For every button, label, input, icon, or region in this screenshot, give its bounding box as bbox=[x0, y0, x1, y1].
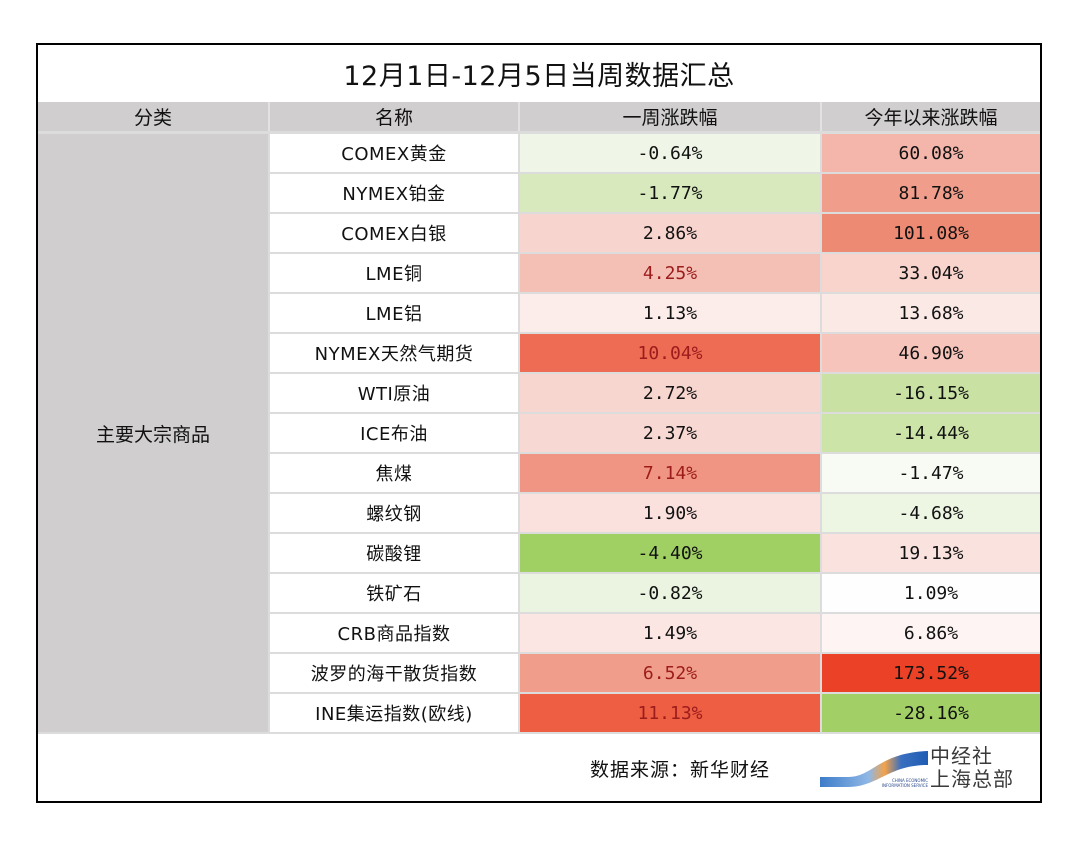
data-table: 分类 名称 一周涨跌幅 今年以来涨跌幅 主要大宗商品 COMEX黄金 -0.64% 6… bbox=[38, 102, 1040, 734]
logo-line1: 中经社 bbox=[930, 744, 993, 768]
header-name: 名称 bbox=[269, 102, 520, 133]
ytd-change-cell: 19.13% bbox=[821, 533, 1040, 574]
week-change-cell: 4.25% bbox=[519, 253, 822, 294]
page-title: 12月1日-12月5日当周数据汇总 bbox=[343, 61, 735, 92]
name-cell: 螺纹钢 bbox=[269, 493, 520, 534]
ytd-change-cell: 6.86% bbox=[821, 613, 1040, 654]
table-row: COMEX白银 2.86% 101.08% bbox=[38, 213, 1040, 254]
name-cell: CRB商品指数 bbox=[269, 613, 520, 654]
week-change-cell: 2.37% bbox=[519, 413, 822, 454]
header-row: 分类 名称 一周涨跌幅 今年以来涨跌幅 bbox=[38, 102, 1040, 133]
table-row: 焦煤 7.14% -1.47% bbox=[38, 453, 1040, 494]
ytd-change-cell: 81.78% bbox=[821, 173, 1040, 214]
name-cell: 铁矿石 bbox=[269, 573, 520, 614]
category-cell: 主要大宗商品 bbox=[38, 131, 270, 734]
logo-small-line2: INFORMATION SERVICE bbox=[881, 783, 928, 788]
ytd-change-cell: -1.47% bbox=[821, 453, 1040, 494]
week-change-cell: 11.13% bbox=[519, 693, 822, 734]
name-cell: INE集运指数(欧线) bbox=[269, 693, 520, 734]
ytd-change-cell: 101.08% bbox=[821, 213, 1040, 254]
ytd-change-cell: -4.68% bbox=[821, 493, 1040, 534]
table-row: 铁矿石 -0.82% 1.09% bbox=[38, 573, 1040, 614]
ceis-logo: CHINA ECONOMIC INFORMATION SERVICE 中经社 上… bbox=[818, 745, 1036, 795]
ytd-change-cell: 60.08% bbox=[821, 131, 1040, 174]
week-change-cell: 6.52% bbox=[519, 653, 822, 694]
ytd-change-cell: -28.16% bbox=[821, 693, 1040, 734]
table-row: ICE布油 2.37% -14.44% bbox=[38, 413, 1040, 454]
header-category: 分类 bbox=[38, 102, 270, 133]
week-change-cell: 1.13% bbox=[519, 293, 822, 334]
name-cell: 波罗的海干散货指数 bbox=[269, 653, 520, 694]
week-change-cell: 10.04% bbox=[519, 333, 822, 374]
table-row: 主要大宗商品 COMEX黄金 -0.64% 60.08% bbox=[38, 131, 1040, 734]
name-cell: ICE布油 bbox=[269, 413, 520, 454]
week-change-cell: 2.86% bbox=[519, 213, 822, 254]
week-change-cell: -1.77% bbox=[519, 173, 822, 214]
data-source: 数据来源：新华财经 bbox=[590, 759, 771, 781]
logo-small-line1: CHINA ECONOMIC bbox=[891, 778, 928, 783]
week-change-cell: -4.40% bbox=[519, 533, 822, 574]
ytd-change-cell: 173.52% bbox=[821, 653, 1040, 694]
table-row: 螺纹钢 1.90% -4.68% bbox=[38, 493, 1040, 534]
ytd-change-cell: 1.09% bbox=[821, 573, 1040, 614]
name-cell: COMEX黄金 bbox=[269, 131, 520, 174]
week-change-cell: -0.82% bbox=[519, 573, 822, 614]
table-row: NYMEX铂金 -1.77% 81.78% bbox=[38, 173, 1040, 214]
table-row: CRB商品指数 1.49% 6.86% bbox=[38, 613, 1040, 654]
name-cell: NYMEX铂金 bbox=[269, 173, 520, 214]
name-cell: COMEX白银 bbox=[269, 213, 520, 254]
table-row: 波罗的海干散货指数 6.52% 173.52% bbox=[38, 653, 1040, 694]
name-cell: LME铜 bbox=[269, 253, 520, 294]
table-row: 碳酸锂 -4.40% 19.13% bbox=[38, 533, 1040, 574]
week-change-cell: -0.64% bbox=[519, 131, 822, 174]
header-ytd-change: 今年以来涨跌幅 bbox=[821, 102, 1040, 133]
wave-logo-icon bbox=[820, 751, 928, 787]
header-week-change: 一周涨跌幅 bbox=[519, 102, 822, 133]
logo-line2: 上海总部 bbox=[930, 767, 1014, 791]
table-row: LME铜 4.25% 33.04% bbox=[38, 253, 1040, 294]
ytd-change-cell: -14.44% bbox=[821, 413, 1040, 454]
name-cell: LME铝 bbox=[269, 293, 520, 334]
week-change-cell: 1.90% bbox=[519, 493, 822, 534]
name-cell: 碳酸锂 bbox=[269, 533, 520, 574]
week-change-cell: 7.14% bbox=[519, 453, 822, 494]
ytd-change-cell: 33.04% bbox=[821, 253, 1040, 294]
name-cell: 焦煤 bbox=[269, 453, 520, 494]
table-row: NYMEX天然气期货 10.04% 46.90% bbox=[38, 333, 1040, 374]
ytd-change-cell: -16.15% bbox=[821, 373, 1040, 414]
summary-table-card: 12月1日-12月5日当周数据汇总 分类 名称 一周涨跌幅 今年以来涨跌幅 主要… bbox=[36, 43, 1042, 803]
table-row: LME铝 1.13% 13.68% bbox=[38, 293, 1040, 334]
table-row: INE集运指数(欧线) 11.13% -28.16% bbox=[38, 693, 1040, 734]
table-row: WTI原油 2.72% -16.15% bbox=[38, 373, 1040, 414]
footer: 数据来源：新华财经 CHINA ECONOMIC INFORMATION SER… bbox=[38, 735, 1040, 801]
name-cell: NYMEX天然气期货 bbox=[269, 333, 520, 374]
ytd-change-cell: 46.90% bbox=[821, 333, 1040, 374]
name-cell: WTI原油 bbox=[269, 373, 520, 414]
week-change-cell: 1.49% bbox=[519, 613, 822, 654]
ytd-change-cell: 13.68% bbox=[821, 293, 1040, 334]
week-change-cell: 2.72% bbox=[519, 373, 822, 414]
